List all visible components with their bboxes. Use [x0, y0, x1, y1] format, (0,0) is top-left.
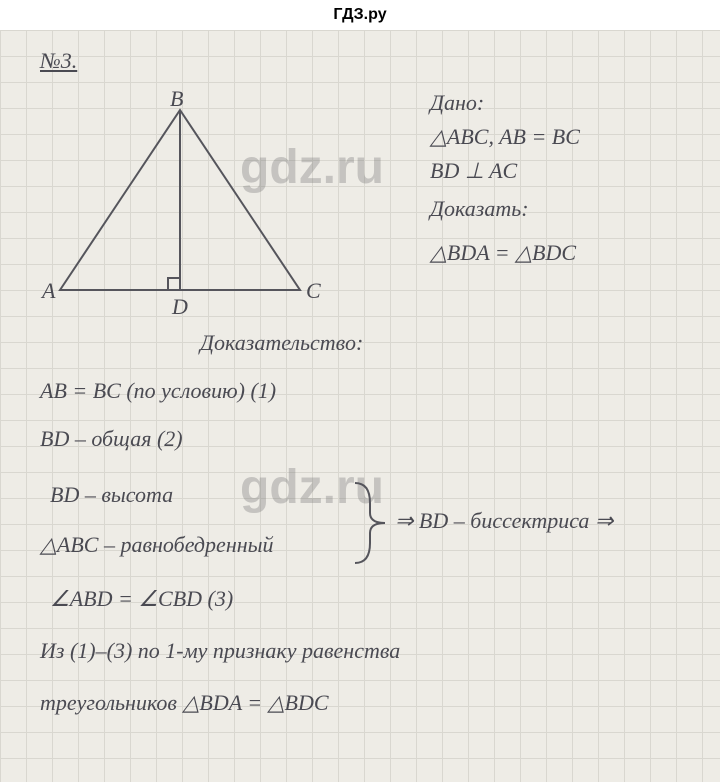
- prove-header: Доказать:: [430, 196, 529, 222]
- vertex-d-label: D: [171, 294, 188, 319]
- proof-header: Доказательство:: [200, 330, 363, 356]
- triangle-figure: A B C D: [30, 90, 330, 320]
- problem-number: №3.: [40, 48, 77, 74]
- brace-icon: [350, 478, 390, 568]
- site-name: ГДЗ.ру: [333, 6, 386, 23]
- vertex-c-label: C: [306, 278, 321, 303]
- proof-step-4: ∠ABD = ∠CBD (3): [50, 586, 233, 612]
- prove-line: △BDA = △BDC: [430, 240, 576, 266]
- proof-step-1: AB = BC (по условию) (1): [40, 378, 276, 404]
- vertex-a-label: A: [40, 278, 56, 303]
- given-line-1: △ABC, AB = BC: [430, 124, 580, 150]
- given-line-2: BD ⊥ AC: [430, 158, 517, 184]
- given-header: Дано:: [430, 90, 484, 116]
- proof-step-5: Из (1)–(3) по 1-му признаку равенства: [40, 638, 400, 664]
- proof-step-3-conclusion: ⇒ BD – биссектриса ⇒: [395, 508, 613, 534]
- proof-step-2: BD – общая (2): [40, 426, 183, 452]
- vertex-b-label: B: [170, 90, 183, 111]
- proof-step-6: треугольников △BDA = △BDC: [40, 690, 329, 716]
- proof-step-3a: BD – высота: [50, 482, 173, 508]
- proof-step-3b: △ABC – равнобедренный: [40, 532, 274, 558]
- site-header: ГДЗ.ру: [0, 0, 720, 30]
- notebook-paper: gdz.ru gdz.ru №3. A B C D Дано: △ABC, AB…: [0, 30, 720, 782]
